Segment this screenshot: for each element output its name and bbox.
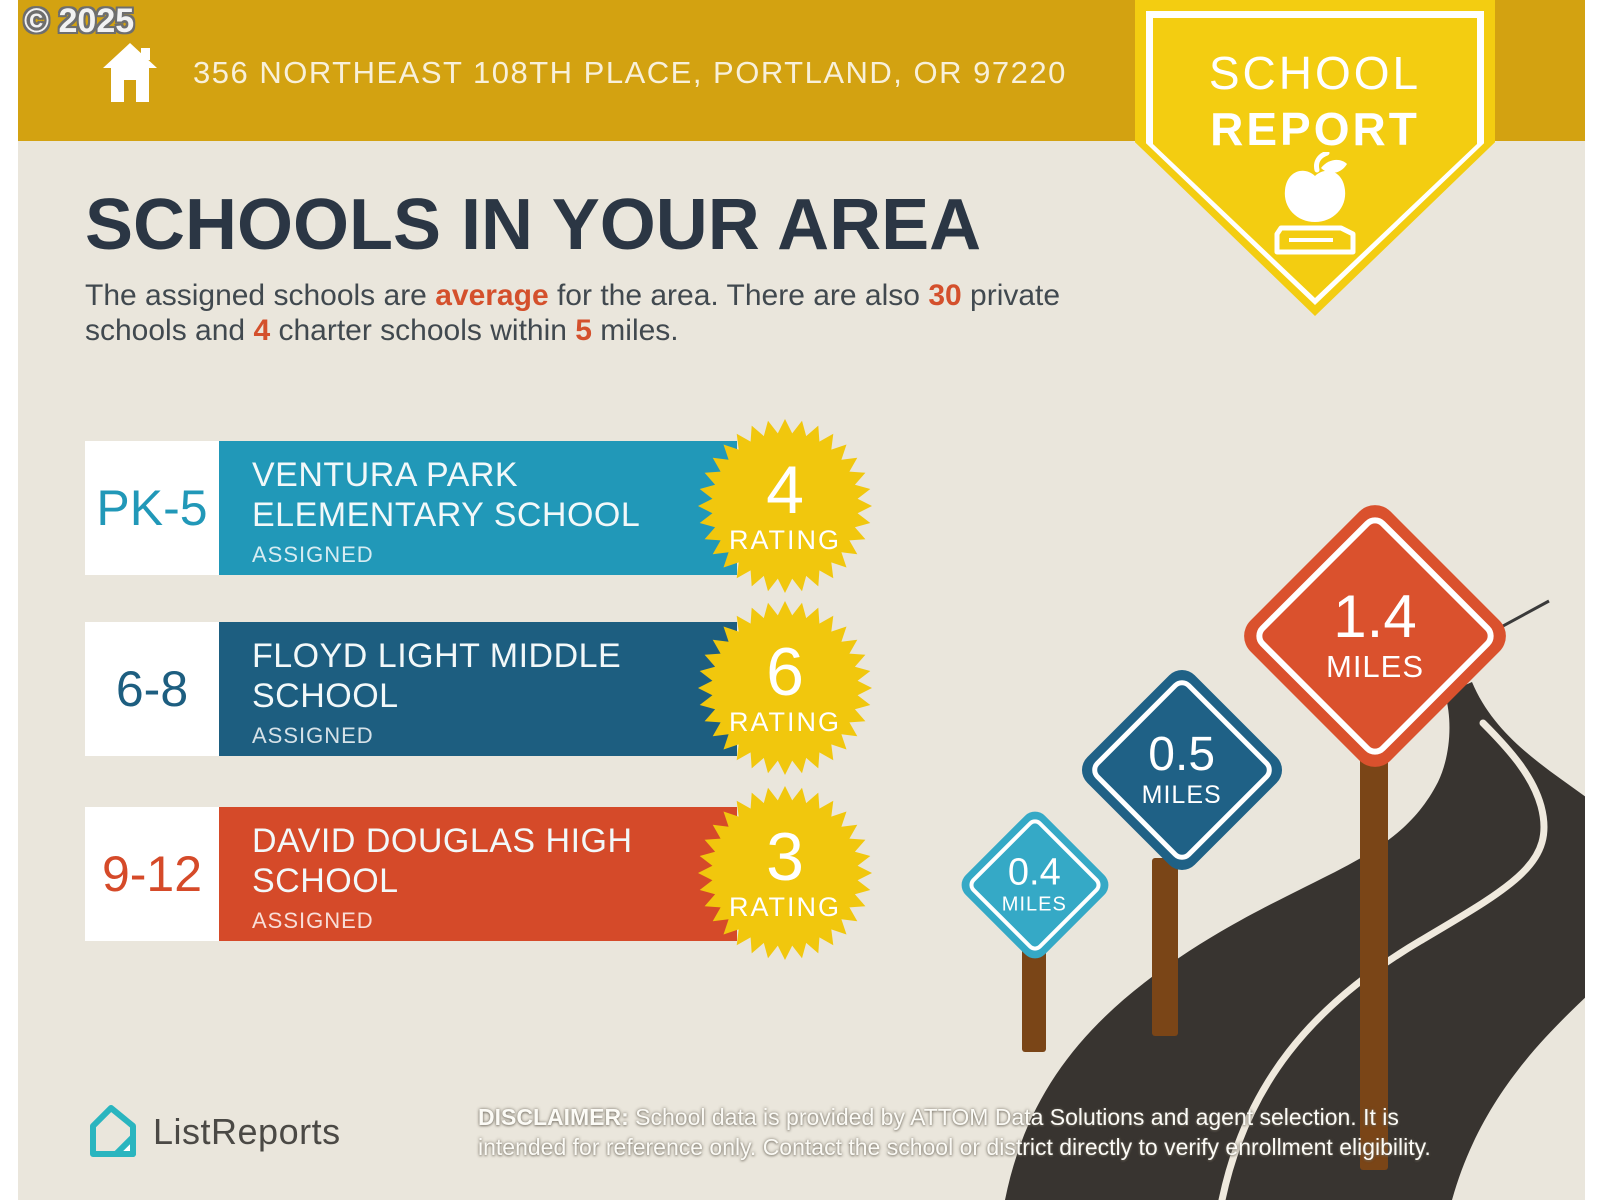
grade-range: PK-5 [85,441,219,575]
rating-badge: 6 RATING [695,598,875,778]
badge-title-line2: REPORT [1210,103,1420,155]
rating-value: 3 [766,818,804,895]
school-name-line2: SCHOOL [252,862,399,900]
sign-post [1152,858,1178,1036]
school-bar: FLOYD LIGHT MIDDLE SCHOOL ASSIGNED [219,622,737,756]
rating-value: 6 [766,633,804,710]
rating-value: 4 [766,451,804,528]
school-name-line1: FLOYD LIGHT MIDDLE [252,637,622,675]
disclaimer-text: DISCLAIMER: School data is provided by A… [478,1102,1488,1162]
property-address: 356 NORTHEAST 108TH PLACE, PORTLAND, OR … [193,55,1067,90]
school-status: ASSIGNED [252,542,374,567]
school-status: ASSIGNED [252,908,374,933]
distance-unit: MILES [1325,649,1425,684]
distance-value: 0.4 [1008,851,1062,894]
rating-label: RATING [729,891,841,922]
listreports-house-icon [90,1105,136,1157]
school-bar: VENTURA PARK ELEMENTARY SCHOOL ASSIGNED [219,441,737,575]
school-name-line1: VENTURA PARK [252,456,519,494]
rating-label: RATING [729,524,841,555]
rating-badge: 4 RATING [695,416,875,596]
home-icon [103,43,157,102]
grade-range: 6-8 [85,622,219,756]
road-shape [1005,682,1585,1200]
intro-text: The assigned schools are average for the… [85,279,1061,347]
disclaimer-body: School data is provided by ATTOM Data So… [478,1104,1431,1160]
distance-value: 0.5 [1148,727,1216,781]
sign-post [1360,742,1388,1170]
grade-range: 9-12 [85,807,219,941]
distance-value: 1.4 [1333,583,1417,650]
apple-on-book-icon [1274,152,1356,255]
distance-unit: MILES [1002,893,1068,916]
page-background: 0.4 MILES 0.5 MILES 1.4 MILES [18,0,1585,1200]
school-name-line1: DAVID DOUGLAS HIGH [252,822,633,860]
school-status: ASSIGNED [252,723,374,748]
school-name-line2: SCHOOL [252,677,399,715]
listreports-logo: ListReports [85,1104,341,1160]
rating-label: RATING [729,706,841,737]
brand-name: ListReports [153,1111,341,1152]
distance-unit: MILES [1141,780,1223,809]
school-name-line2: ELEMENTARY SCHOOL [252,496,641,534]
page-title: SCHOOLS IN YOUR AREA [85,185,982,265]
school-bar: DAVID DOUGLAS HIGH SCHOOL ASSIGNED [219,807,737,941]
rating-badge: 3 RATING [695,783,875,963]
badge-title-line1: SCHOOL [1208,47,1422,99]
road-center-line [1218,719,1548,1200]
disclaimer-label: DISCLAIMER: [478,1104,629,1130]
copyright-watermark: © 2025 [24,2,135,40]
